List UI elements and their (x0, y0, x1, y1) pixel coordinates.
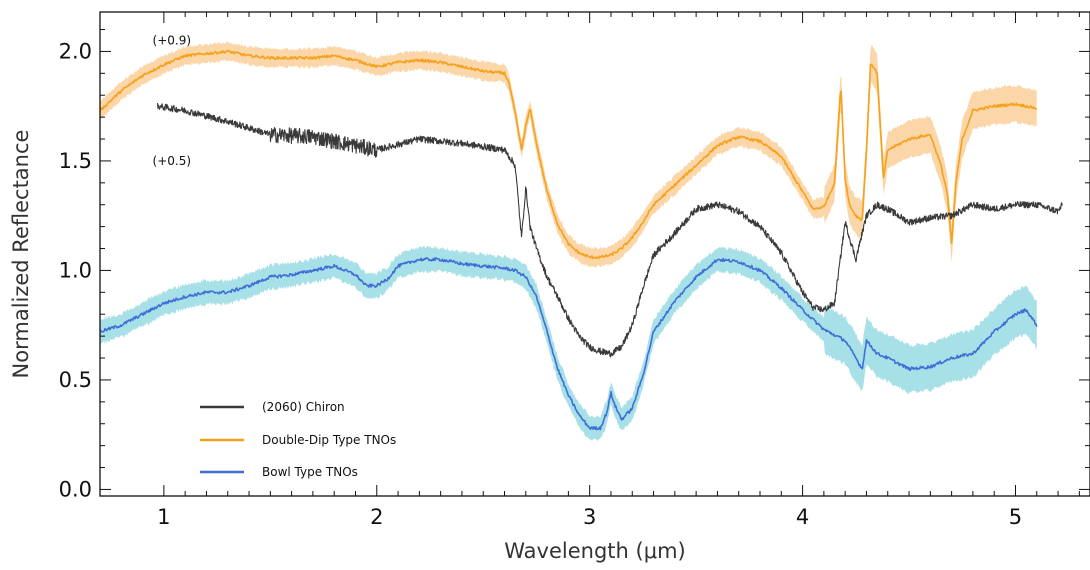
plot-frame (99, 11, 1090, 497)
series-line-chiron (156, 102, 1063, 358)
band-bowl (100, 245, 1037, 442)
x-axis-title: Wavelength (μm) (504, 539, 685, 563)
x-tick-label: 4 (796, 505, 809, 529)
series-line-double-dip (99, 49, 1037, 260)
y-tick-label: 0.0 (59, 477, 92, 501)
y-tick-label: 0.5 (59, 368, 92, 392)
axis-tick-labels: 1 2 3 4 5 0.0 0.5 1.0 1.5 2.0 (59, 39, 1023, 529)
axis-ticks (100, 12, 1090, 496)
legend-label-double-dip: Double-Dip Type TNOs (262, 433, 396, 447)
error-bands (100, 41, 1037, 442)
x-tick-label: 5 (1009, 505, 1022, 529)
legend-label-bowl: Bowl Type TNOs (262, 465, 358, 479)
y-tick-label: 1.5 (59, 149, 92, 173)
offset-annotations: (+0.9) (+0.5) (153, 33, 192, 167)
annotation-offset-black: (+0.5) (153, 154, 192, 168)
legend: (2060) Chiron Double-Dip Type TNOs Bowl … (200, 400, 396, 479)
y-axis-title: Normalized Reflectance (9, 130, 33, 379)
legend-label-chiron: (2060) Chiron (262, 400, 345, 414)
band-double-dip (100, 41, 1037, 268)
x-tick-label: 3 (583, 505, 596, 529)
spectra-lines (99, 49, 1063, 431)
x-tick-label: 2 (370, 505, 383, 529)
y-tick-label: 2.0 (59, 39, 92, 63)
series-line-bowl (99, 257, 1038, 431)
annotation-offset-orange: (+0.9) (153, 33, 192, 47)
y-tick-label: 1.0 (59, 258, 92, 282)
x-tick-label: 1 (157, 505, 170, 529)
